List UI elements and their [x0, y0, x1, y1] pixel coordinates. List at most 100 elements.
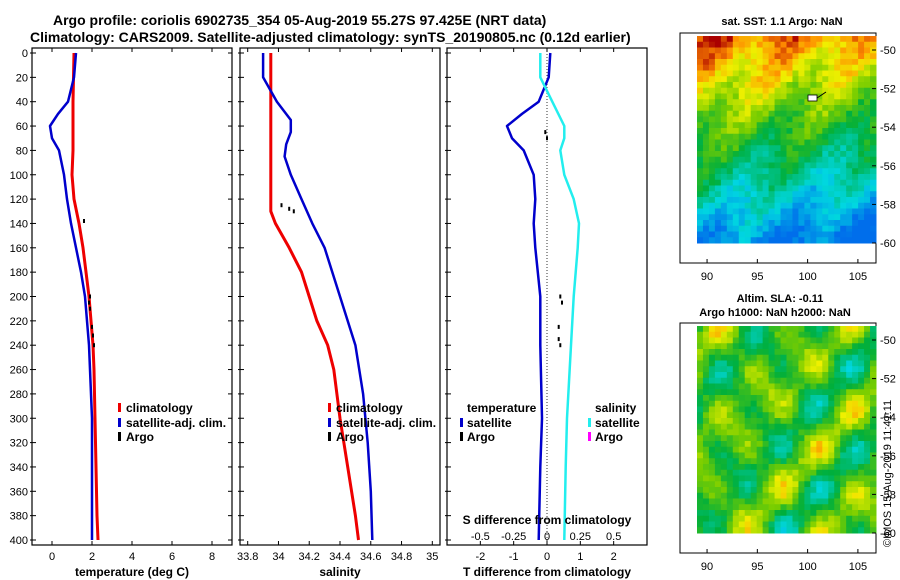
map-cell: [870, 435, 877, 442]
map-cell: [774, 383, 782, 390]
map-cell: [852, 156, 859, 163]
map-cell: [834, 354, 841, 361]
map-cell: [798, 93, 805, 100]
map-cell: [822, 452, 829, 459]
map-cell: [858, 515, 865, 522]
map-cell: [870, 99, 877, 106]
map-cell: [708, 145, 716, 152]
map-cell: [726, 145, 734, 152]
map-cell: [834, 331, 841, 338]
map-cell: [714, 458, 722, 465]
map-cell: [864, 59, 871, 66]
map-cell: [738, 343, 746, 350]
map-cell: [834, 174, 841, 181]
map-cell: [840, 133, 847, 140]
map-cell: [768, 383, 776, 390]
map-cell: [762, 469, 770, 476]
map-cell: [864, 406, 871, 413]
map-cell: [738, 162, 746, 169]
map-cell: [798, 504, 805, 511]
argo-point: [557, 324, 560, 329]
map-cell: [828, 481, 835, 488]
legend-s-argo: Argo: [595, 430, 623, 444]
map-cell: [744, 82, 752, 89]
map-cell: [834, 377, 841, 384]
map-cell: [822, 168, 829, 175]
map-cell: [697, 76, 704, 83]
map-cell: [804, 446, 811, 453]
map-cell: [846, 510, 853, 517]
map-cell: [720, 168, 728, 175]
map-cell: [762, 337, 770, 344]
map-cell: [744, 41, 752, 48]
map-cell: [846, 452, 853, 459]
map-cell: [714, 383, 722, 390]
map-cell: [840, 475, 847, 482]
map-cell: [756, 412, 764, 419]
map-cell: [702, 93, 710, 100]
map-cell: [720, 343, 728, 350]
map-cell: [840, 354, 847, 361]
argo-point: [559, 294, 562, 299]
map-cell: [816, 105, 823, 112]
map-cell: [852, 145, 859, 152]
map-cell: [786, 122, 793, 129]
map-cell: [852, 469, 859, 476]
map-cell: [846, 225, 853, 232]
map-cell: [714, 441, 722, 448]
map-cell: [786, 202, 793, 209]
map-cell: [798, 128, 805, 135]
map-cell: [738, 498, 746, 505]
map-cell: [810, 139, 817, 146]
map-cell: [697, 492, 704, 499]
map-cell: [804, 191, 811, 198]
map-cell: [738, 231, 746, 238]
map-cell: [780, 452, 787, 459]
map-cell: [798, 372, 805, 379]
map-cell: [738, 492, 746, 499]
map-cell: [840, 36, 847, 43]
map-cell: [822, 331, 829, 338]
salinity-legend: climatology satellite-adj. clim. Argo: [328, 401, 436, 444]
map-cell: [798, 208, 805, 215]
map-cell: [774, 377, 782, 384]
map-cell: [804, 389, 811, 396]
top-tick-label: 0.5: [606, 531, 621, 543]
map-cell: [858, 504, 865, 511]
map-cell: [852, 481, 859, 488]
map-cell: [822, 400, 829, 407]
map-cell: [834, 360, 841, 367]
map-cell: [846, 446, 853, 453]
map-cell: [774, 366, 782, 373]
map-cell: [798, 527, 805, 534]
map-cell: [864, 82, 871, 89]
map-cell: [828, 372, 835, 379]
map-cell: [810, 343, 817, 350]
map-cell: [792, 168, 799, 175]
map-cell: [732, 354, 740, 361]
map-cell: [750, 469, 758, 476]
argo-point: [561, 300, 563, 305]
map-cell: [858, 197, 865, 204]
map-cell: [750, 225, 758, 232]
map-cell: [822, 122, 829, 129]
map-cell: [822, 36, 829, 43]
map-cell: [858, 464, 865, 471]
map-cell: [810, 128, 817, 135]
map-cell: [870, 326, 877, 333]
map-cell: [744, 475, 752, 482]
map-cell: [798, 110, 805, 117]
map-cell: [816, 423, 823, 430]
map-cell: [720, 521, 728, 528]
map-cell: [702, 343, 710, 350]
map-cell: [732, 76, 740, 83]
map-cell: [714, 464, 722, 471]
map-cell: [858, 202, 865, 209]
map-cell: [834, 492, 841, 499]
map-cell: [732, 521, 740, 528]
map-cell: [840, 423, 847, 430]
map-cell: [828, 412, 835, 419]
map-cell: [702, 400, 710, 407]
map-cell: [834, 372, 841, 379]
map-cell: [756, 400, 764, 407]
